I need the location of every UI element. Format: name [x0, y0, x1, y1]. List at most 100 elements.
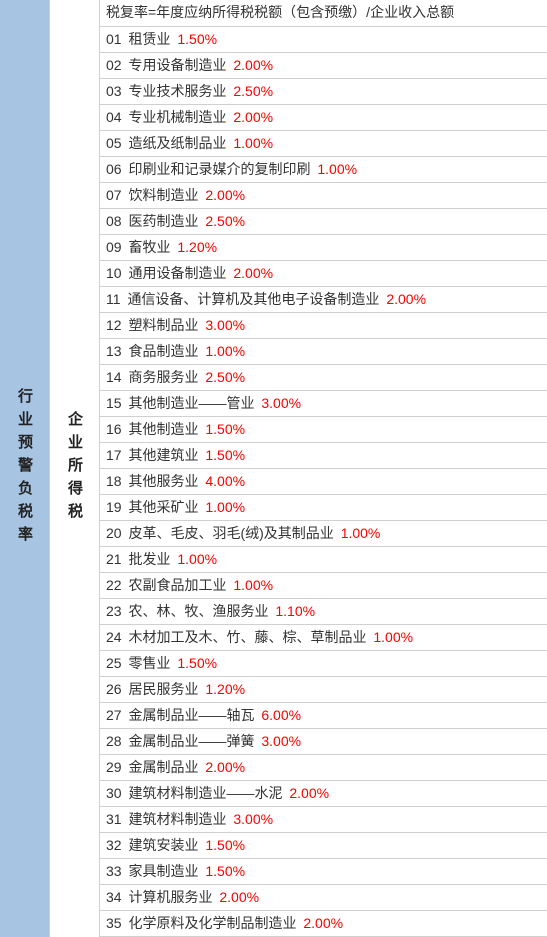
industry-row: 24 木材加工及木、竹、藤、棕、草制品业 1.00% [100, 625, 547, 651]
industry-row: 10 通用设备制造业 2.00% [100, 261, 547, 287]
row-number: 11 [106, 291, 121, 307]
tax-rate: 2.00% [233, 57, 273, 73]
industry-row: 14 商务服务业 2.50% [100, 365, 547, 391]
row-number: 07 [106, 187, 122, 203]
tax-rate: 3.00% [205, 317, 245, 333]
tax-type-column: 企业所得税 [50, 0, 100, 937]
tax-rate: 1.00% [317, 161, 357, 177]
category-column: 行业预警负税率 [0, 0, 50, 937]
industry-row: 30 建筑材料制造业——水泥 2.00% [100, 781, 547, 807]
tax-rate: 2.00% [233, 265, 273, 281]
industry-row: 29 金属制品业 2.00% [100, 755, 547, 781]
industry-name: 食品制造业 [128, 343, 198, 359]
row-number: 17 [106, 447, 122, 463]
industry-name: 通用设备制造业 [128, 265, 226, 281]
tax-rate: 3.00% [261, 733, 301, 749]
industry-row: 06 印刷业和记录媒介的复制印刷 1.00% [100, 157, 547, 183]
data-column: 税复率=年度应纳所得税税额（包含预缴）/企业收入总额 01 租赁业 1.50%0… [100, 0, 547, 937]
tax-rate: 2.00% [386, 291, 426, 307]
industry-row: 31 建筑材料制造业 3.00% [100, 807, 547, 833]
row-number: 31 [106, 811, 122, 827]
industry-name: 建筑安装业 [128, 837, 198, 853]
row-number: 23 [106, 603, 122, 619]
industry-name: 饮料制造业 [128, 187, 198, 203]
industry-name: 塑料制品业 [128, 317, 198, 333]
row-number: 12 [106, 317, 122, 333]
industry-name: 医药制造业 [128, 213, 198, 229]
tax-rate: 1.00% [205, 343, 245, 359]
tax-rate: 2.50% [233, 83, 273, 99]
industry-row: 18 其他服务业 4.00% [100, 469, 547, 495]
industry-row: 02 专用设备制造业 2.00% [100, 53, 547, 79]
row-number: 27 [106, 707, 122, 723]
industry-name: 专用设备制造业 [128, 57, 226, 73]
tax-rate: 3.00% [233, 811, 273, 827]
industry-row: 17 其他建筑业 1.50% [100, 443, 547, 469]
row-number: 04 [106, 109, 122, 125]
industry-name: 其他建筑业 [128, 447, 198, 463]
industry-name: 租赁业 [128, 31, 170, 47]
industry-name: 商务服务业 [128, 369, 198, 385]
industry-name: 农、林、牧、渔服务业 [128, 603, 268, 619]
industry-name: 木材加工及木、竹、藤、棕、草制品业 [128, 629, 366, 645]
industry-name: 建筑材料制造业 [128, 811, 226, 827]
category-label: 行业预警负税率 [14, 388, 35, 549]
industry-row: 01 租赁业 1.50% [100, 27, 547, 53]
industry-name: 金属制品业——弹簧 [128, 733, 254, 749]
industry-name: 其他服务业 [128, 473, 198, 489]
tax-type-label: 企业所得税 [64, 411, 85, 526]
row-number: 29 [106, 759, 122, 775]
tax-rate: 1.20% [205, 681, 245, 697]
rows-container: 01 租赁业 1.50%02 专用设备制造业 2.00%03 专业技术服务业 2… [100, 27, 547, 937]
tax-rate: 2.50% [205, 369, 245, 385]
tax-rate: 1.20% [177, 239, 217, 255]
industry-row: 05 造纸及纸制品业 1.00% [100, 131, 547, 157]
industry-row: 13 食品制造业 1.00% [100, 339, 547, 365]
tax-rate: 1.10% [275, 603, 315, 619]
industry-row: 27 金属制品业——轴瓦 6.00% [100, 703, 547, 729]
row-number: 02 [106, 57, 122, 73]
industry-name: 计算机服务业 [128, 889, 212, 905]
row-number: 19 [106, 499, 122, 515]
row-number: 22 [106, 577, 122, 593]
tax-rate: 2.00% [219, 889, 259, 905]
tax-rate: 1.00% [233, 135, 273, 151]
row-number: 05 [106, 135, 122, 151]
row-number: 14 [106, 369, 122, 385]
industry-name: 居民服务业 [128, 681, 198, 697]
tax-rate: 1.50% [205, 421, 245, 437]
formula-row: 税复率=年度应纳所得税税额（包含预缴）/企业收入总额 [100, 0, 547, 27]
row-number: 10 [106, 265, 122, 281]
industry-row: 07 饮料制造业 2.00% [100, 183, 547, 209]
row-number: 25 [106, 655, 122, 671]
industry-row: 23 农、林、牧、渔服务业 1.10% [100, 599, 547, 625]
industry-name: 印刷业和记录媒介的复制印刷 [128, 161, 310, 177]
industry-name: 农副食品加工业 [128, 577, 226, 593]
industry-name: 金属制品业 [128, 759, 198, 775]
tax-rate: 1.50% [205, 863, 245, 879]
row-number: 21 [106, 551, 122, 567]
industry-row: 35 化学原料及化学制品制造业 2.00% [100, 911, 547, 937]
tax-rate: 1.50% [205, 447, 245, 463]
industry-name: 其他制造业——管业 [128, 395, 254, 411]
industry-name: 畜牧业 [128, 239, 170, 255]
industry-row: 15 其他制造业——管业 3.00% [100, 391, 547, 417]
row-number: 09 [106, 239, 122, 255]
tax-rate-table: 行业预警负税率 企业所得税 税复率=年度应纳所得税税额（包含预缴）/企业收入总额… [0, 0, 547, 937]
industry-row: 22 农副食品加工业 1.00% [100, 573, 547, 599]
tax-rate: 1.00% [233, 577, 273, 593]
industry-row: 09 畜牧业 1.20% [100, 235, 547, 261]
tax-rate: 2.50% [205, 213, 245, 229]
industry-name: 建筑材料制造业——水泥 [128, 785, 282, 801]
industry-row: 34 计算机服务业 2.00% [100, 885, 547, 911]
row-number: 24 [106, 629, 122, 645]
row-number: 16 [106, 421, 122, 437]
industry-name: 批发业 [128, 551, 170, 567]
industry-row: 28 金属制品业——弹簧 3.00% [100, 729, 547, 755]
tax-rate: 2.00% [303, 915, 343, 931]
row-number: 08 [106, 213, 122, 229]
industry-name: 通信设备、计算机及其他电子设备制造业 [127, 291, 379, 307]
row-number: 26 [106, 681, 122, 697]
industry-row: 32 建筑安装业 1.50% [100, 833, 547, 859]
industry-row: 08 医药制造业 2.50% [100, 209, 547, 235]
